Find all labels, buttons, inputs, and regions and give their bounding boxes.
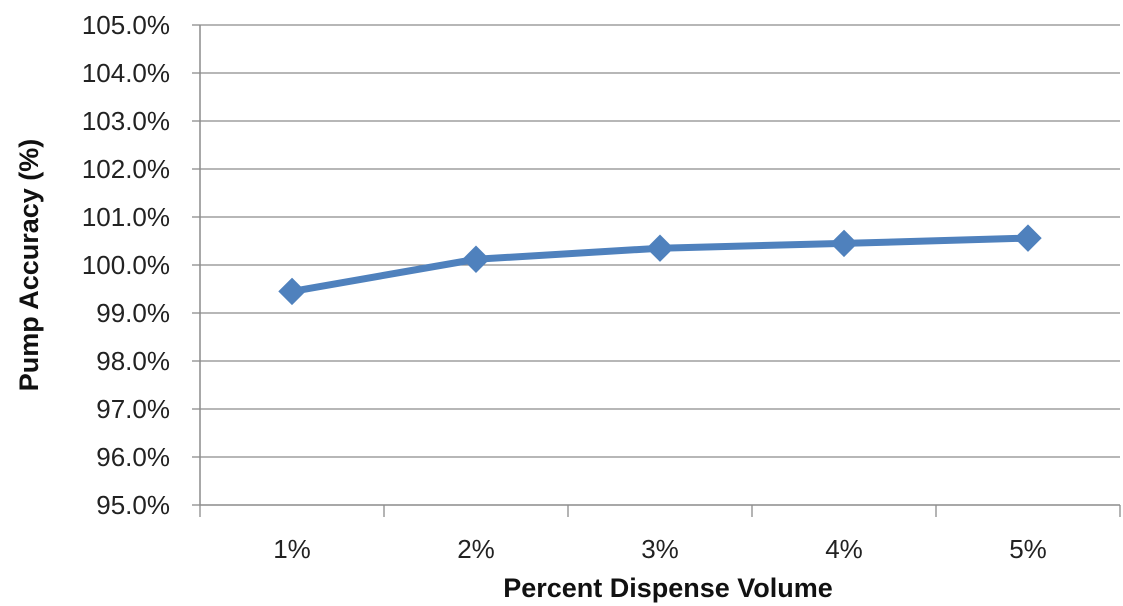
y-tick-label: 95.0% — [96, 490, 170, 520]
x-axis-tick-labels: 1% 2% 3% 4% 5% — [273, 534, 1047, 564]
y-axis-title: Pump Accuracy (%) — [14, 139, 44, 392]
x-tick-label: 3% — [641, 534, 679, 564]
data-point-marker — [278, 277, 306, 306]
y-tick-label: 102.0% — [82, 154, 170, 184]
y-tick-label: 101.0% — [82, 202, 170, 232]
series-layer — [278, 224, 1042, 306]
data-point-marker — [646, 234, 674, 262]
y-tick-label: 96.0% — [96, 442, 170, 472]
y-tick-label: 99.0% — [96, 298, 170, 328]
x-axis-tick-marks — [199, 505, 1121, 517]
y-tick-label: 105.0% — [82, 10, 170, 40]
data-point-marker — [830, 229, 858, 258]
gridlines — [200, 24, 1120, 458]
x-tick-label: 2% — [457, 534, 495, 564]
data-point-marker — [462, 245, 490, 273]
y-tick-label: 100.0% — [82, 250, 170, 280]
x-axis-title: Percent Dispense Volume — [503, 573, 833, 603]
x-tick-label: 5% — [1009, 534, 1047, 564]
x-tick-label: 4% — [825, 534, 863, 564]
data-point-marker — [1014, 224, 1042, 252]
y-tick-label: 104.0% — [82, 58, 170, 88]
y-tick-label: 103.0% — [82, 106, 170, 136]
y-axis-tick-labels: 95.0% 96.0% 97.0% 98.0% 99.0% 100.0% 101.0% 102… — [82, 10, 200, 520]
x-tick-label: 1% — [273, 534, 311, 564]
y-tick-label: 97.0% — [96, 394, 170, 424]
y-tick-label: 98.0% — [96, 346, 170, 376]
